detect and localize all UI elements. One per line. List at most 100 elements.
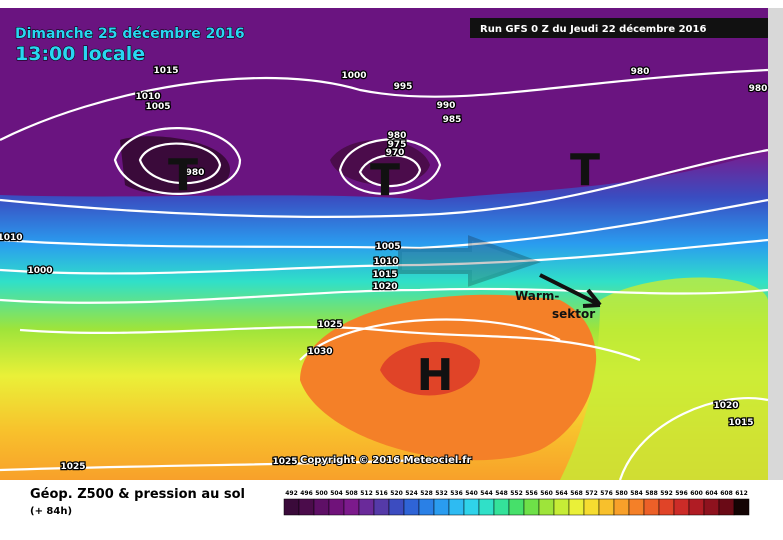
- isobar-label: 970: [386, 148, 405, 158]
- map: [0, 8, 783, 481]
- isobar-label: 1005: [375, 242, 400, 252]
- colorbar-label: 524: [405, 490, 418, 497]
- colorbar-swatch: [493, 498, 510, 516]
- isobar-label: 980: [186, 168, 205, 178]
- colorbar-label: 516: [375, 490, 388, 497]
- colorbar-swatch: [298, 498, 315, 516]
- isobar-label: 1010: [135, 92, 160, 102]
- colorbar-label: 584: [630, 490, 643, 497]
- colorbar-swatch: [613, 498, 630, 516]
- colorbar-swatch: [388, 498, 405, 516]
- run-box: [470, 18, 768, 38]
- colorbar-swatch: [433, 498, 450, 516]
- colorbar-label: 568: [570, 490, 583, 497]
- colorbar-swatch: [373, 498, 390, 516]
- pressure-center: T: [370, 155, 400, 206]
- colorbar-swatch: [448, 498, 465, 516]
- isobar-label: 1010: [373, 257, 398, 267]
- isobar-label: 1020: [372, 282, 397, 292]
- isobar-label: 1025: [272, 457, 297, 467]
- isobar-label: 1015: [153, 66, 178, 76]
- colorbar-swatch: [628, 498, 645, 516]
- colorbar-swatch: [478, 498, 495, 516]
- colorbar-label: 492: [285, 490, 298, 497]
- colorbar-swatch: [538, 498, 555, 516]
- pressure-center: T: [570, 145, 600, 196]
- colorbar-swatch: [283, 498, 300, 516]
- isobar-label: 980: [388, 131, 407, 141]
- colorbar-label: 548: [495, 490, 508, 497]
- colorbar-swatch: [643, 498, 660, 516]
- colorbar-label: 580: [615, 490, 628, 497]
- annotation: sektor: [552, 307, 595, 321]
- colorbar-swatch: [358, 498, 375, 516]
- isobar-label: 1020: [713, 401, 738, 411]
- colorbar-swatch: [688, 498, 705, 516]
- colorbar-label: 560: [540, 490, 553, 497]
- isobar-label: 1010: [0, 233, 23, 243]
- annotation: Warm-: [515, 289, 559, 303]
- footer-lead: (+ 84h): [30, 506, 72, 517]
- colorbar-label: 512: [360, 490, 373, 497]
- footer-title: Géop. Z500 & pression au sol: [30, 487, 245, 502]
- time: 13:00 locale: [15, 43, 145, 65]
- colorbar-swatch: [718, 498, 735, 516]
- colorbar-swatch: [658, 498, 675, 516]
- colorbar-label: 592: [660, 490, 673, 497]
- colorbar-label: 504: [330, 490, 343, 497]
- isobar-label: 1015: [728, 418, 753, 428]
- colorbar-label: 552: [510, 490, 523, 497]
- colorbar-label: 604: [705, 490, 718, 497]
- pressure-center: H: [417, 350, 454, 401]
- colorbar-label: 544: [480, 490, 493, 497]
- colorbar-swatch: [673, 498, 690, 516]
- isobar-label: 990: [437, 101, 456, 111]
- colorbar-label: 588: [645, 490, 658, 497]
- isobar-label: 1025: [60, 462, 85, 472]
- colorbar-label: 528: [420, 490, 433, 497]
- colorbar-swatch: [553, 498, 570, 516]
- colorbar-swatch: [733, 498, 750, 516]
- colorbar-swatch: [598, 498, 615, 516]
- colorbar-label: 608: [720, 490, 733, 497]
- colorbar-label: 520: [390, 490, 403, 497]
- colorbar-swatch: [508, 498, 525, 516]
- isobar-label: 1025: [317, 320, 342, 330]
- colorbar-swatch: [313, 498, 330, 516]
- copyright: Copyright © 2016 Meteociel.fr: [300, 455, 471, 466]
- arrow: [398, 235, 602, 308]
- colorbar-swatch: [418, 498, 435, 516]
- isobar-label: 980: [749, 84, 768, 94]
- colorbar-label: 612: [735, 490, 748, 497]
- colorbar-label: 556: [525, 490, 538, 497]
- colorbar-label: 564: [555, 490, 568, 497]
- isobar-label: 1030: [307, 347, 332, 357]
- colorbar-label: 572: [585, 490, 598, 497]
- isobar-label: 975: [388, 140, 407, 150]
- pressure-center: T: [168, 150, 198, 201]
- colorbar-swatch: [343, 498, 360, 516]
- colorbar-label: 500: [315, 490, 328, 497]
- colorbar-swatch: [583, 498, 600, 516]
- colorbar-label: 600: [690, 490, 703, 497]
- colorbar-swatch: [703, 498, 720, 516]
- isobar-label: 1000: [27, 266, 52, 276]
- colorbar-label: 532: [435, 490, 448, 497]
- isobar-label: 980: [631, 67, 650, 77]
- isobar-label: 985: [443, 115, 462, 125]
- colorbar-swatch: [403, 498, 420, 516]
- colorbar-label: 536: [450, 490, 463, 497]
- colorbar-label: 596: [675, 490, 688, 497]
- isobar-label: 1005: [145, 102, 170, 112]
- isobar-label: 995: [394, 82, 413, 92]
- isobar-label: 1015: [372, 270, 397, 280]
- colorbar-swatch: [463, 498, 480, 516]
- run-info: Run GFS 0 Z du Jeudi 22 décembre 2016: [480, 23, 706, 35]
- colorbar-label: 496: [300, 490, 313, 497]
- isobar-label: 1000: [341, 71, 366, 81]
- colorbar-label: 508: [345, 490, 358, 497]
- colorbar-swatch: [568, 498, 585, 516]
- colorbar-swatch: [328, 498, 345, 516]
- colorbar-label: 576: [600, 490, 613, 497]
